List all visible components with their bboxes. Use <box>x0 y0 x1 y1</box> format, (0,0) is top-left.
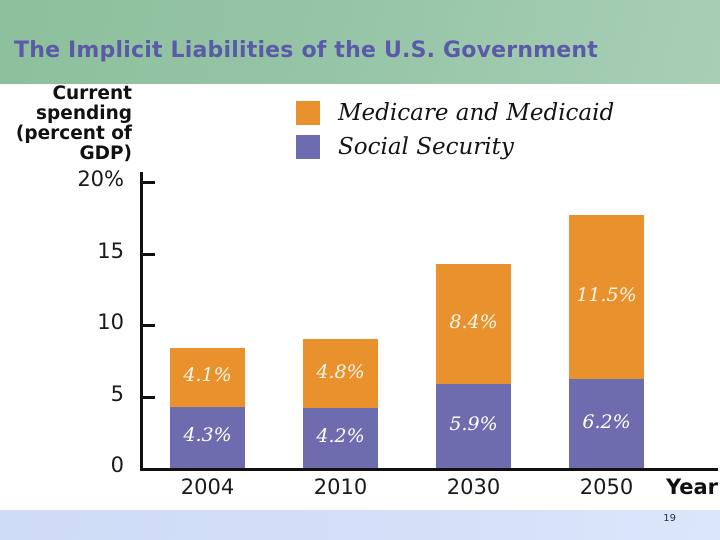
bar-segment-social-security: 4.3% <box>170 406 245 468</box>
y-axis-tick <box>141 252 155 256</box>
bar-stack: 8.4% 5.9% <box>436 263 511 468</box>
x-axis-tick-label: 2050 <box>579 475 634 499</box>
bar-segment-social-security: 6.2% <box>569 379 644 468</box>
bar-segment-social-security: 4.2% <box>303 407 378 468</box>
y-axis-tick-label: 15 <box>97 238 124 263</box>
bar-segment-social-security: 5.9% <box>436 383 511 468</box>
chart-legend: Medicare and Medicaid Social Security <box>296 96 614 164</box>
legend-item-social-security: Social Security <box>296 130 614 164</box>
x-axis-tick-label: 2004 <box>180 475 235 499</box>
x-axis-line <box>140 468 718 471</box>
bar-value-label-social-security: 4.3% <box>183 424 232 447</box>
bar-value-label-medicare: 8.4% <box>449 310 498 333</box>
y-axis-title: Current spending (percent of GDP) <box>15 83 132 164</box>
bar-segment-medicare: 4.1% <box>170 347 245 407</box>
bar-value-label-medicare: 4.8% <box>316 360 365 383</box>
x-axis-tick-label: 2030 <box>446 475 501 499</box>
y-axis-line <box>140 172 143 469</box>
legend-swatch-social-icon <box>296 135 320 159</box>
legend-label-social-security: Social Security <box>338 134 514 160</box>
y-axis-tick <box>141 395 155 399</box>
y-axis-tick <box>141 324 155 327</box>
x-axis-tick-label: 2010 <box>313 475 368 499</box>
legend-item-medicare: Medicare and Medicaid <box>296 96 614 130</box>
y-axis-tick-label: 5 <box>110 381 124 406</box>
bar-segment-medicare: 4.8% <box>303 339 378 408</box>
x-axis-title: Year <box>665 475 718 499</box>
bar-stack: 11.5% 6.2% <box>569 214 644 468</box>
footer-band <box>0 510 720 540</box>
bar-stack: 4.8% 4.2% <box>303 339 378 468</box>
bar-value-label-social-security: 4.2% <box>316 424 365 447</box>
bar-value-label-social-security: 6.2% <box>582 410 631 433</box>
chart-area: Current spending (percent of GDP) Medica… <box>0 84 720 510</box>
title-band: The Implicit Liabilities of the U.S. Gov… <box>0 0 720 84</box>
y-axis-tick <box>141 181 155 184</box>
legend-label-medicare: Medicare and Medicaid <box>338 100 615 126</box>
bar-value-label-medicare: 4.1% <box>183 364 232 387</box>
bar-value-label-social-security: 5.9% <box>449 412 498 435</box>
y-axis-tick-label: 10 <box>97 310 124 334</box>
page-title: The Implicit Liabilities of the U.S. Gov… <box>14 38 599 63</box>
y-axis-tick-label: 0 <box>110 453 124 477</box>
bar-value-label-medicare: 11.5% <box>576 284 637 307</box>
page-number: 19 <box>663 513 676 524</box>
y-axis-tick-label: 20% <box>77 167 124 191</box>
bar-stack: 4.1% 4.3% <box>170 347 245 468</box>
bar-segment-medicare: 11.5% <box>569 214 644 380</box>
legend-swatch-medicare-icon <box>296 101 320 125</box>
bar-segment-medicare: 8.4% <box>436 263 511 384</box>
